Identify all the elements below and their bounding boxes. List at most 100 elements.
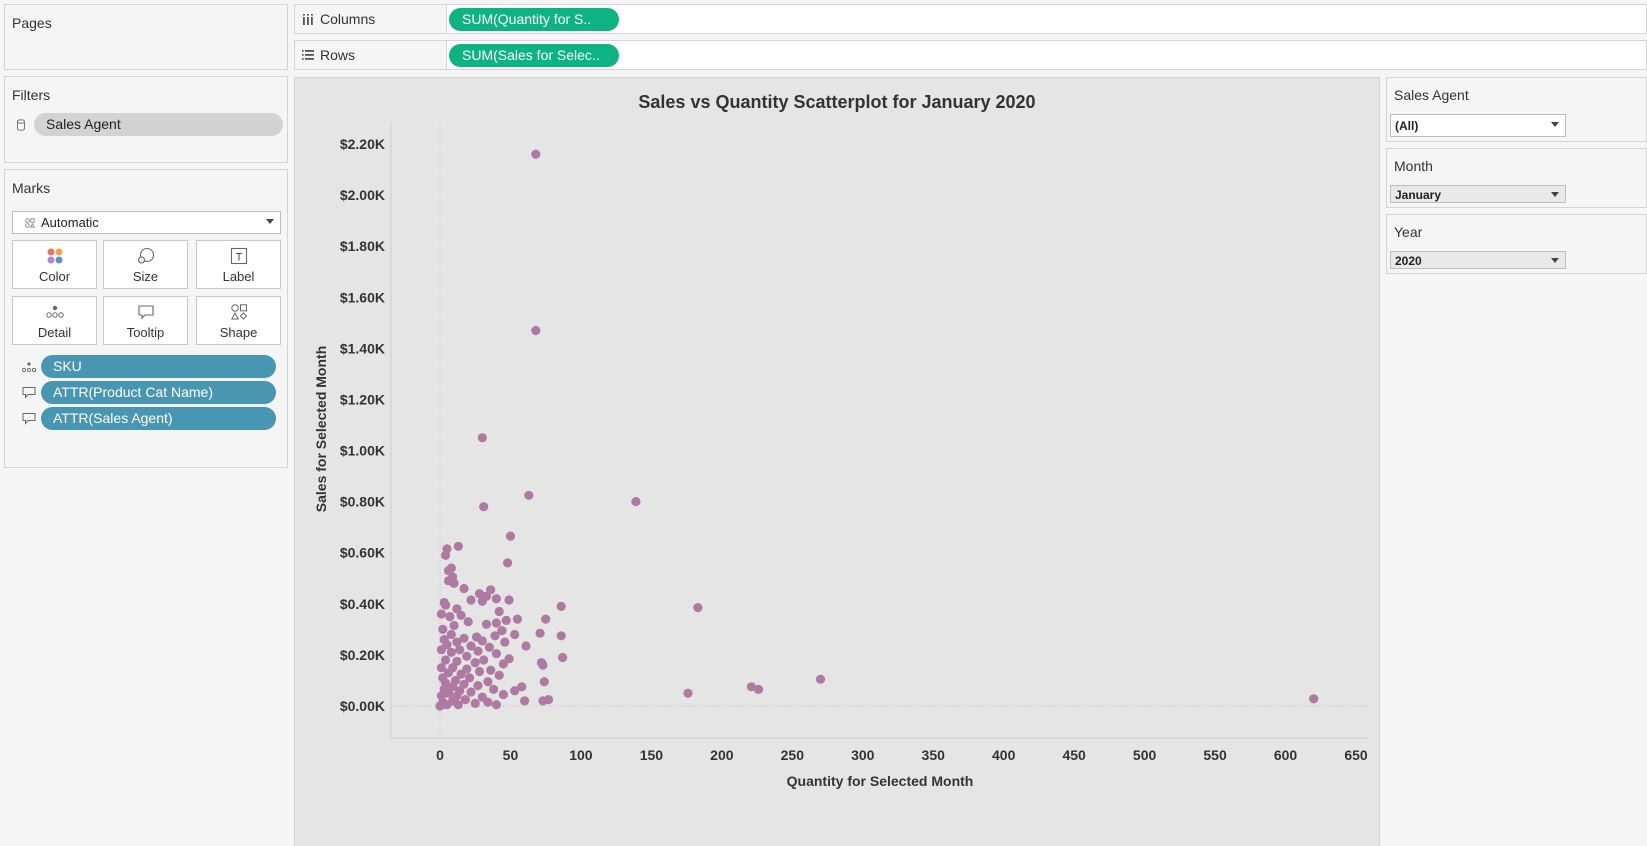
data-point[interactable] bbox=[483, 697, 493, 707]
data-point[interactable] bbox=[520, 696, 530, 706]
data-point[interactable] bbox=[683, 688, 693, 698]
marks-field-sku[interactable]: SKU bbox=[41, 355, 276, 378]
data-point[interactable] bbox=[481, 619, 492, 629]
sales-agent-dropdown[interactable]: (All) bbox=[1390, 114, 1566, 137]
data-point[interactable] bbox=[512, 614, 523, 624]
data-point[interactable] bbox=[455, 645, 465, 655]
view-area[interactable] bbox=[294, 77, 1380, 846]
data-point[interactable] bbox=[441, 550, 451, 560]
data-point[interactable] bbox=[504, 595, 514, 605]
data-point[interactable] bbox=[693, 603, 703, 613]
data-point[interactable] bbox=[474, 666, 485, 677]
data-point[interactable] bbox=[558, 652, 568, 663]
data-point[interactable] bbox=[449, 620, 459, 631]
mark-type-dropdown[interactable]: Automatic bbox=[12, 211, 281, 234]
data-point[interactable] bbox=[453, 541, 463, 551]
data-point[interactable] bbox=[556, 601, 566, 612]
data-point[interactable] bbox=[473, 681, 483, 691]
rows-pill[interactable]: SUM(Sales for Selec.. bbox=[449, 44, 619, 67]
data-point[interactable] bbox=[443, 688, 454, 698]
data-point[interactable] bbox=[466, 595, 476, 605]
data-point[interactable] bbox=[521, 641, 531, 651]
data-point[interactable] bbox=[463, 617, 473, 627]
data-point[interactable] bbox=[465, 673, 475, 683]
data-point[interactable] bbox=[453, 700, 463, 710]
data-point[interactable] bbox=[479, 655, 489, 665]
data-point[interactable] bbox=[446, 647, 456, 658]
data-point[interactable] bbox=[441, 655, 451, 665]
marks-field-sales-agent[interactable]: ATTR(Sales Agent) bbox=[41, 407, 276, 430]
data-point[interactable] bbox=[477, 636, 487, 646]
data-point[interactable] bbox=[498, 689, 508, 700]
data-point[interactable] bbox=[556, 631, 566, 641]
data-point[interactable] bbox=[479, 502, 489, 512]
marks-card[interactable]: Marks Automatic Color Size T Label bbox=[4, 169, 288, 468]
data-point[interactable] bbox=[517, 682, 527, 692]
data-point[interactable] bbox=[460, 695, 470, 705]
data-point[interactable] bbox=[498, 659, 508, 669]
size-button[interactable]: Size bbox=[103, 240, 188, 289]
rows-shelf[interactable]: Rows SUM(Sales for Selec.. bbox=[294, 40, 1647, 70]
data-point[interactable] bbox=[753, 684, 764, 695]
label-button[interactable]: T Label bbox=[196, 240, 281, 289]
data-point[interactable] bbox=[535, 628, 545, 638]
columns-shelf[interactable]: Columns SUM(Quantity for S.. bbox=[294, 4, 1647, 34]
data-point[interactable] bbox=[456, 669, 466, 679]
data-point[interactable] bbox=[436, 645, 446, 655]
data-point[interactable] bbox=[462, 651, 472, 661]
data-point[interactable] bbox=[470, 658, 480, 668]
data-point[interactable] bbox=[746, 682, 756, 692]
data-point[interactable] bbox=[490, 631, 500, 641]
data-point[interactable] bbox=[449, 578, 459, 588]
pages-card[interactable]: Pages bbox=[4, 4, 288, 70]
filter-pill-sales-agent[interactable]: Sales Agent bbox=[34, 113, 283, 136]
data-point[interactable] bbox=[500, 637, 510, 647]
data-point[interactable] bbox=[477, 433, 487, 443]
marks-field-product-cat[interactable]: ATTR(Product Cat Name) bbox=[41, 381, 276, 404]
data-point[interactable] bbox=[474, 589, 485, 599]
data-point[interactable] bbox=[524, 490, 534, 500]
data-points[interactable] bbox=[435, 149, 1319, 711]
data-point[interactable] bbox=[510, 629, 520, 640]
data-point[interactable] bbox=[470, 698, 480, 709]
month-dropdown[interactable]: January bbox=[1390, 185, 1566, 203]
data-point[interactable] bbox=[815, 674, 826, 684]
data-point[interactable] bbox=[489, 684, 499, 695]
scatter-chart[interactable]: Sales vs Quantity Scatterplot for Januar… bbox=[294, 77, 1380, 846]
data-point[interactable] bbox=[538, 696, 548, 706]
data-point[interactable] bbox=[438, 624, 448, 635]
data-point[interactable] bbox=[436, 609, 446, 619]
data-point[interactable] bbox=[459, 633, 469, 643]
data-point[interactable] bbox=[494, 670, 504, 680]
data-point[interactable] bbox=[505, 531, 516, 541]
data-point[interactable] bbox=[466, 687, 476, 697]
data-point[interactable] bbox=[631, 497, 641, 507]
data-point[interactable] bbox=[491, 594, 501, 604]
data-point[interactable] bbox=[1309, 694, 1319, 704]
quick-filter-sales-agent[interactable]: Sales Agent (All) bbox=[1386, 77, 1647, 142]
data-point[interactable] bbox=[446, 629, 456, 640]
data-point[interactable] bbox=[466, 641, 476, 651]
data-point[interactable] bbox=[501, 615, 511, 626]
data-point[interactable] bbox=[486, 665, 496, 675]
year-dropdown[interactable]: 2020 bbox=[1390, 251, 1566, 269]
data-point[interactable] bbox=[491, 649, 501, 659]
data-point[interactable] bbox=[538, 660, 548, 670]
data-point[interactable] bbox=[484, 642, 494, 652]
tooltip-button[interactable]: Tooltip bbox=[103, 296, 188, 345]
data-point[interactable] bbox=[456, 610, 466, 620]
data-point[interactable] bbox=[439, 699, 449, 709]
data-point[interactable] bbox=[497, 626, 507, 636]
data-point[interactable] bbox=[491, 700, 501, 710]
data-point[interactable] bbox=[531, 149, 541, 159]
data-point[interactable] bbox=[459, 583, 469, 594]
data-point[interactable] bbox=[494, 606, 504, 617]
data-point[interactable] bbox=[531, 325, 541, 336]
data-point[interactable] bbox=[541, 614, 551, 624]
data-point[interactable] bbox=[491, 618, 501, 628]
data-point[interactable] bbox=[441, 600, 451, 610]
data-point[interactable] bbox=[436, 663, 446, 673]
quick-filter-month[interactable]: Month January bbox=[1386, 148, 1647, 208]
data-point[interactable] bbox=[483, 677, 493, 687]
shape-button[interactable]: Shape bbox=[196, 296, 281, 345]
